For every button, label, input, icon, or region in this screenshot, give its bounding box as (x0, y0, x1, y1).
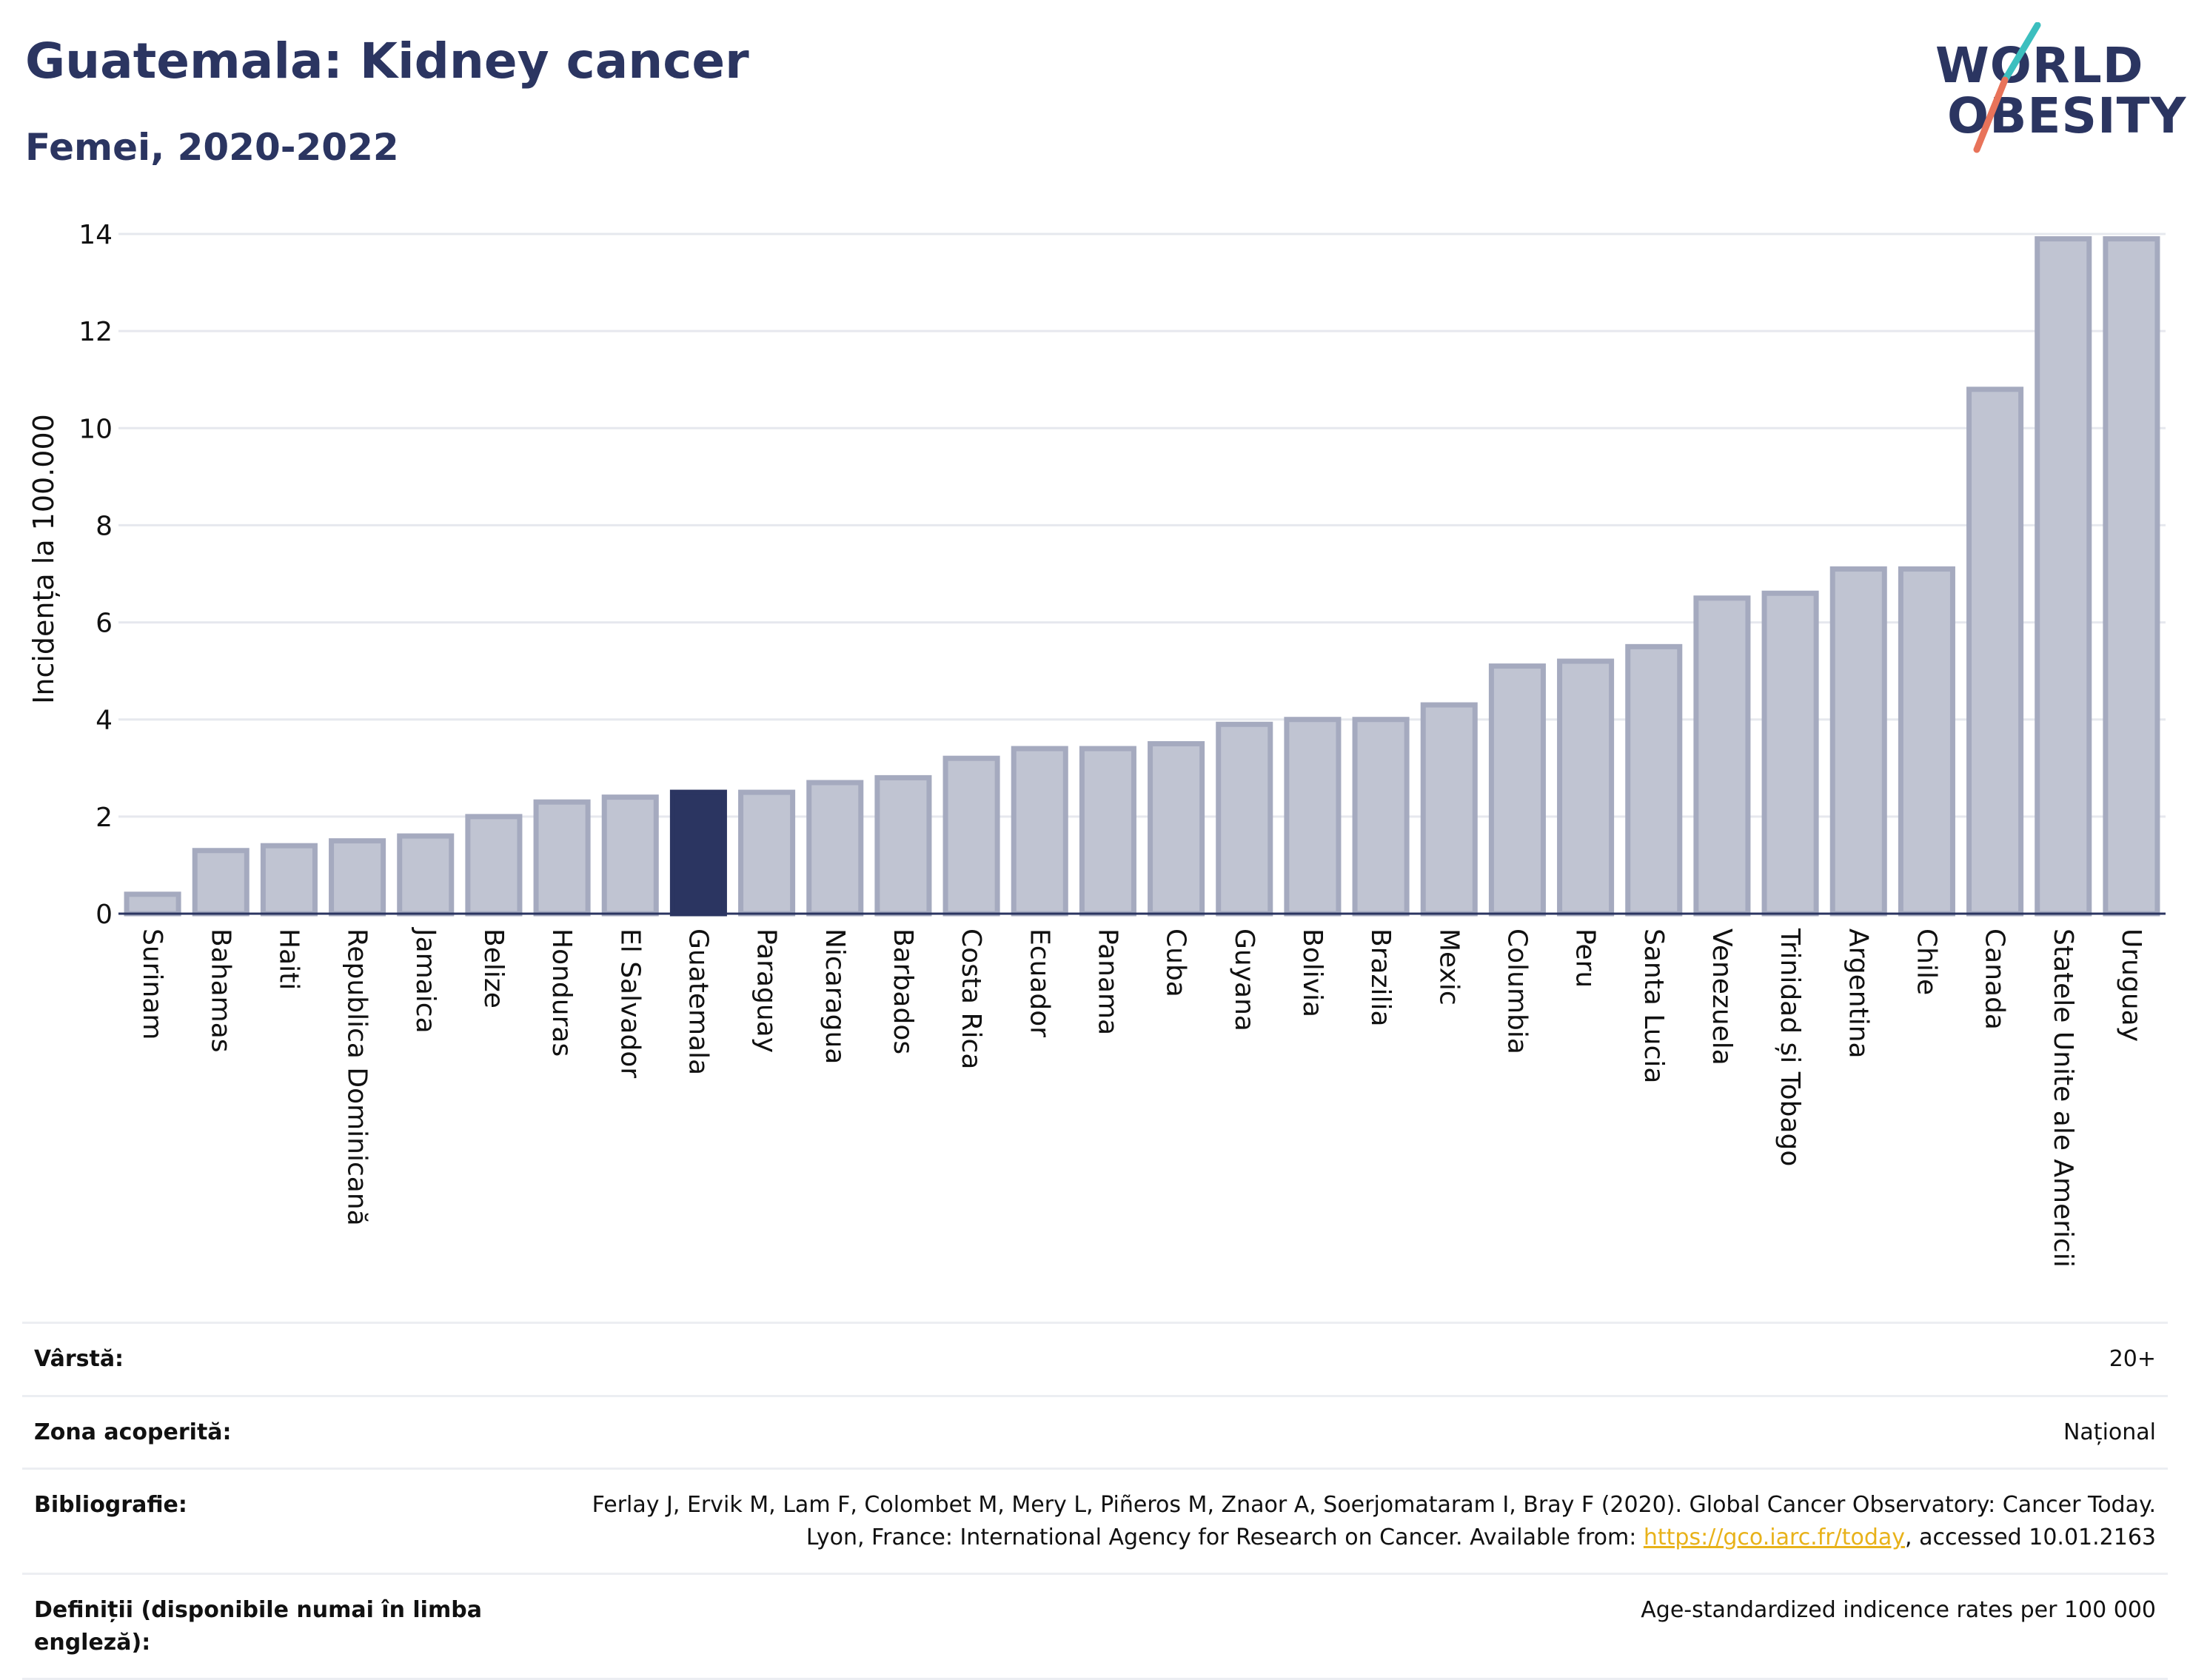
bar-mexic[interactable] (1420, 702, 1478, 917)
y-tick-label: 2 (96, 803, 113, 833)
x-tick-label: Nicaragua (820, 928, 850, 1064)
bar-peru[interactable] (1557, 658, 1615, 917)
y-tick-label: 14 (78, 220, 113, 250)
meta-row-definitions: Definiții (disponibile numai în limba en… (22, 1573, 2168, 1680)
x-tick-label: Paraguay (751, 928, 782, 1053)
bar-argentina[interactable] (1829, 566, 1887, 917)
bibliography-label: Bibliografie: (34, 1492, 187, 1518)
definitions-label: Definiții (disponibile numai în limba en… (34, 1597, 482, 1656)
metadata-table: Vârstă: 20+ Zona acoperită: Național Bib… (22, 1322, 2168, 1680)
x-tick-label: Ecuador (1024, 928, 1054, 1037)
x-tick-label: Uruguay (2116, 928, 2146, 1042)
logo-slash-icon (1973, 22, 2041, 153)
age-value: 20+ (2109, 1346, 2156, 1372)
bar-guyana[interactable] (1216, 721, 1273, 917)
x-tick-label: Guyana (1229, 928, 1259, 1031)
x-tick-label: Guatemala (683, 928, 713, 1075)
y-tick-label: 4 (96, 706, 113, 736)
bar-bolivia[interactable] (1284, 717, 1342, 917)
area-label: Zona acoperită: (34, 1419, 232, 1445)
x-tick-label: Trinidad și Tobago (1775, 928, 1805, 1166)
x-tick-label: Argentina (1843, 928, 1873, 1059)
y-tick-label: 10 (78, 414, 113, 444)
bibliography-value: Ferlay J, Ervik M, Lam F, Colombet M, Me… (564, 1489, 2156, 1553)
bar-ecuador[interactable] (1011, 746, 1068, 917)
bar-el-salvador[interactable] (601, 794, 659, 917)
meta-row-age: Vârstă: 20+ (22, 1322, 2168, 1395)
bar-santa-lucia[interactable] (1625, 643, 1683, 917)
bar-panama[interactable] (1079, 746, 1136, 917)
x-tick-label: Honduras (546, 928, 577, 1057)
x-tick-label: Haiti (273, 928, 304, 990)
axes: 0 2 4 6 8 10 12 14 (78, 220, 2166, 930)
x-tick-label: Republica Dominicană (342, 928, 372, 1226)
x-tick-label: Panama (1092, 928, 1122, 1035)
x-tick-label: Bahamas (205, 928, 235, 1053)
bibliography-link[interactable]: https://gco.iarc.fr/today (1643, 1524, 1906, 1550)
bar-statele-unite-ale-americii[interactable] (2035, 236, 2092, 917)
bar-canada[interactable] (1966, 386, 2024, 917)
x-tick-label: Costa Rica (956, 928, 986, 1069)
meta-row-bibliography: Bibliografie: Ferlay J, Ervik M, Lam F, … (22, 1468, 2168, 1573)
bar-chile[interactable] (1898, 566, 1955, 917)
x-tick-label: Jamaica (410, 927, 441, 1034)
bars (124, 236, 2160, 917)
page-title: Guatemala: Kidney cancer (25, 33, 749, 90)
y-tick-label: 12 (78, 317, 113, 347)
meta-row-area: Zona acoperită: Național (22, 1394, 2168, 1468)
bar-jamaica[interactable] (397, 833, 455, 917)
x-tick-label: Surinam (137, 928, 167, 1040)
x-tick-label: Barbados (888, 928, 918, 1054)
bar-trinidad-i-tobago[interactable] (1761, 590, 1819, 917)
bar-chart: 0 2 4 6 8 10 12 14 Surinam Bahamas Haiti Republica… (27, 220, 2166, 1268)
bar-venezuela[interactable] (1693, 595, 1751, 917)
bar-columbia[interactable] (1488, 663, 1546, 917)
x-tick-label: Cuba (1161, 928, 1191, 997)
category-labels: Surinam Bahamas Haiti Republica Dominicană J… (137, 927, 2146, 1268)
y-tick-label: 0 (96, 900, 113, 930)
y-axis-label: Incidența la 100.000 (27, 414, 60, 704)
page-subtitle: Femei, 2020-2022 (25, 126, 399, 169)
bar-barbados[interactable] (874, 774, 932, 917)
bar-haiti[interactable] (260, 843, 318, 917)
area-value: Național (2063, 1419, 2156, 1445)
bar-surinam[interactable] (124, 891, 181, 917)
x-tick-label: Mexic (1433, 928, 1464, 1005)
y-tick-label: 8 (96, 511, 113, 541)
bar-belize[interactable] (465, 814, 523, 917)
bar-guatemala[interactable] (669, 789, 727, 917)
bar-republica-dominican-[interactable] (329, 838, 386, 917)
x-tick-label: Venezuela (1707, 928, 1737, 1065)
bar-paraguay[interactable] (738, 789, 796, 917)
x-tick-label: Canada (1980, 928, 2010, 1030)
logo-line-1: WORLD (1935, 37, 2144, 94)
x-tick-label: Belize (478, 928, 509, 1008)
bar-brazilia[interactable] (1352, 717, 1410, 917)
x-tick-label: Bolivia (1297, 928, 1327, 1017)
definitions-value: Age-standardized indicence rates per 100… (1641, 1597, 2156, 1623)
x-tick-label: Columbia (1501, 928, 1532, 1054)
bibliography-text: Ferlay J, Ervik M, Lam F, Colombet M, Me… (592, 1492, 2156, 1550)
bar-honduras[interactable] (533, 799, 591, 917)
y-tick-label: 6 (96, 609, 113, 639)
world-obesity-logo: WORLD OBESITY (1925, 22, 2186, 155)
bar-bahamas[interactable] (192, 848, 250, 917)
bar-uruguay[interactable] (2103, 236, 2160, 917)
grid-lines (118, 232, 2166, 818)
bar-cuba[interactable] (1148, 741, 1205, 917)
x-tick-label: Statele Unite ale Americii (2048, 928, 2078, 1268)
bibliography-accessed: , accessed 10.01.2163 (1905, 1524, 2156, 1550)
x-tick-label: Brazilia (1365, 928, 1396, 1027)
age-label: Vârstă: (34, 1346, 124, 1372)
x-tick-label: Chile (1911, 928, 1941, 995)
bar-nicaragua[interactable] (806, 780, 864, 917)
x-tick-label: Peru (1570, 928, 1601, 988)
x-tick-label: El Salvador (615, 928, 645, 1078)
x-tick-label: Santa Lucia (1638, 928, 1669, 1083)
bar-costa-rica[interactable] (942, 755, 1000, 917)
